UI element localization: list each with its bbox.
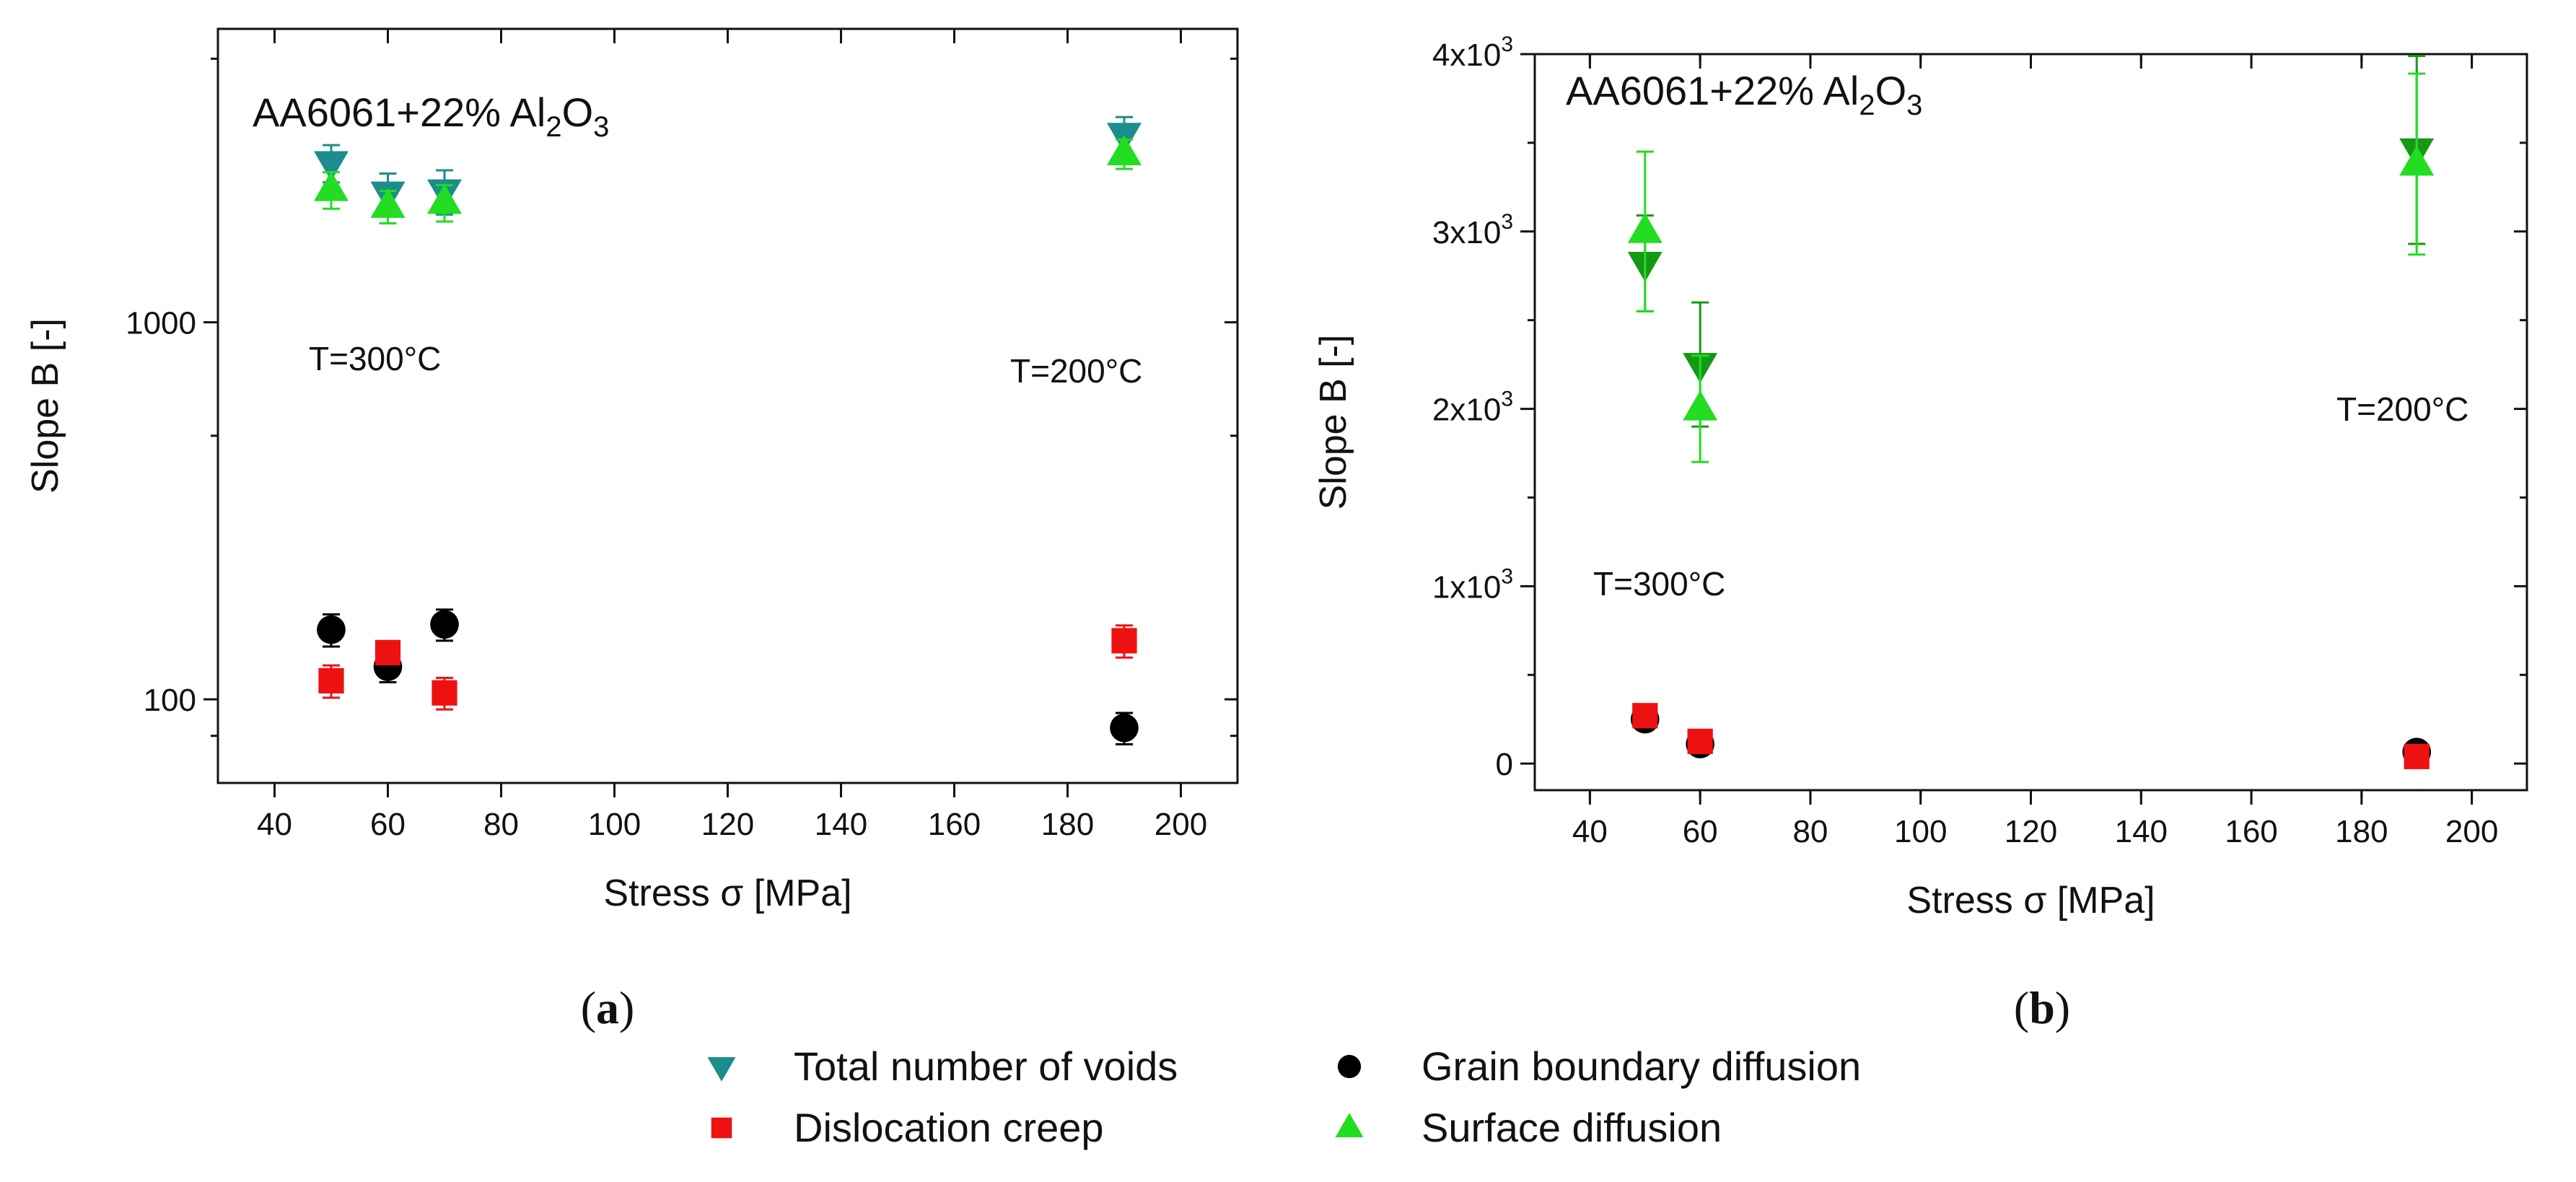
x-tick-label: 40: [1572, 814, 1608, 849]
data-point: [1110, 713, 1139, 743]
series-disl: [1632, 703, 2430, 769]
x-tick-label: 40: [257, 807, 292, 842]
y-tick-label: 1000: [126, 306, 196, 341]
data-point: [370, 188, 406, 218]
legend-label-gb: Grain boundary diffusion: [1421, 1043, 1861, 1089]
y-tick-label: 100: [144, 683, 196, 718]
y-tick-label: 2x103: [1432, 388, 1513, 428]
x-tick-label: 100: [1894, 814, 1947, 849]
data-point: [318, 667, 344, 693]
data-point: [1627, 213, 1662, 243]
x-tick-label: 140: [815, 807, 867, 842]
series-surf: [1627, 72, 2435, 463]
temperature-label-300: T=300°C: [1593, 565, 1725, 603]
data-point: [2399, 145, 2435, 176]
legend-label-disl: Dislocation creep: [794, 1105, 1104, 1150]
x-tick-label: 120: [701, 807, 754, 842]
series-surf: [314, 135, 1142, 224]
legend-marker-disl: [711, 1117, 732, 1139]
data-point: [2404, 743, 2430, 769]
y-tick-label: 0: [1496, 747, 1513, 782]
series-gb: [1630, 704, 2432, 766]
x-axis-title: Stress σ [MPa]: [1906, 880, 2155, 921]
legend: Total number of voids Grain boundary diff…: [707, 1043, 1861, 1150]
data-point: [431, 680, 457, 706]
x-tick-label: 100: [588, 807, 641, 842]
x-tick-label: 60: [370, 807, 406, 842]
legend-label-surf: Surface diffusion: [1421, 1105, 1722, 1150]
panel-b: 40 60 80 100 120 140 160 180 200 0 1x103 2x103 3x103…: [1313, 32, 2528, 1033]
y-tick-label: 3x103: [1432, 210, 1513, 250]
panel-a: 40 60 80 100 120 140 160 180 200 100 1000 Stress σ …: [25, 27, 1239, 1033]
data-point: [427, 183, 462, 214]
temperature-label-200: T=200°C: [2336, 390, 2468, 428]
y-tick-label: 4x103: [1432, 32, 1513, 73]
x-tick-label: 180: [1041, 807, 1094, 842]
composition-label: AA6061+22% Al2O3: [253, 89, 609, 143]
temperature-label-300: T=300°C: [309, 340, 441, 377]
x-tick-label: 180: [2335, 814, 2388, 849]
x-tick-label: 80: [483, 807, 519, 842]
x-tick-label: 140: [2115, 814, 2168, 849]
y-axis-title: Slope B [-]: [25, 318, 66, 494]
data-point: [1687, 728, 1713, 755]
x-tick-label: 60: [1683, 814, 1718, 849]
panel-label: (b): [2014, 982, 2070, 1033]
x-tick-label: 80: [1792, 814, 1828, 849]
legend-marker-voids: [707, 1057, 736, 1082]
data-point: [1107, 135, 1142, 165]
x-tick-label: 200: [1155, 807, 1207, 842]
legend-marker-surf: [1335, 1113, 1364, 1137]
data-point: [1632, 703, 1658, 729]
series-disl: [318, 624, 1137, 711]
data-point: [1111, 628, 1137, 654]
x-tick-label: 200: [2445, 814, 2498, 849]
x-tick-label: 160: [2225, 814, 2277, 849]
y-tick-label: 1x103: [1432, 564, 1513, 605]
x-tick-label: 120: [2005, 814, 2057, 849]
data-point: [430, 610, 459, 639]
legend-marker-gb: [1337, 1054, 1362, 1079]
composition-label: AA6061+22% Al2O3: [1566, 68, 1922, 121]
data-point: [314, 170, 349, 201]
x-tick-label: 160: [928, 807, 981, 842]
legend-label-voids: Total number of voids: [794, 1043, 1178, 1089]
data-point: [1683, 390, 1718, 421]
temperature-label-200: T=200°C: [1010, 352, 1142, 390]
x-axis-title: Stress σ [MPa]: [603, 872, 851, 914]
y-axis-title: Slope B [-]: [1313, 335, 1354, 510]
plot-frame: [216, 27, 1239, 784]
data-point: [317, 615, 346, 644]
data-point: [314, 151, 349, 182]
data-point: [374, 639, 401, 665]
panel-label: (a): [581, 982, 635, 1033]
